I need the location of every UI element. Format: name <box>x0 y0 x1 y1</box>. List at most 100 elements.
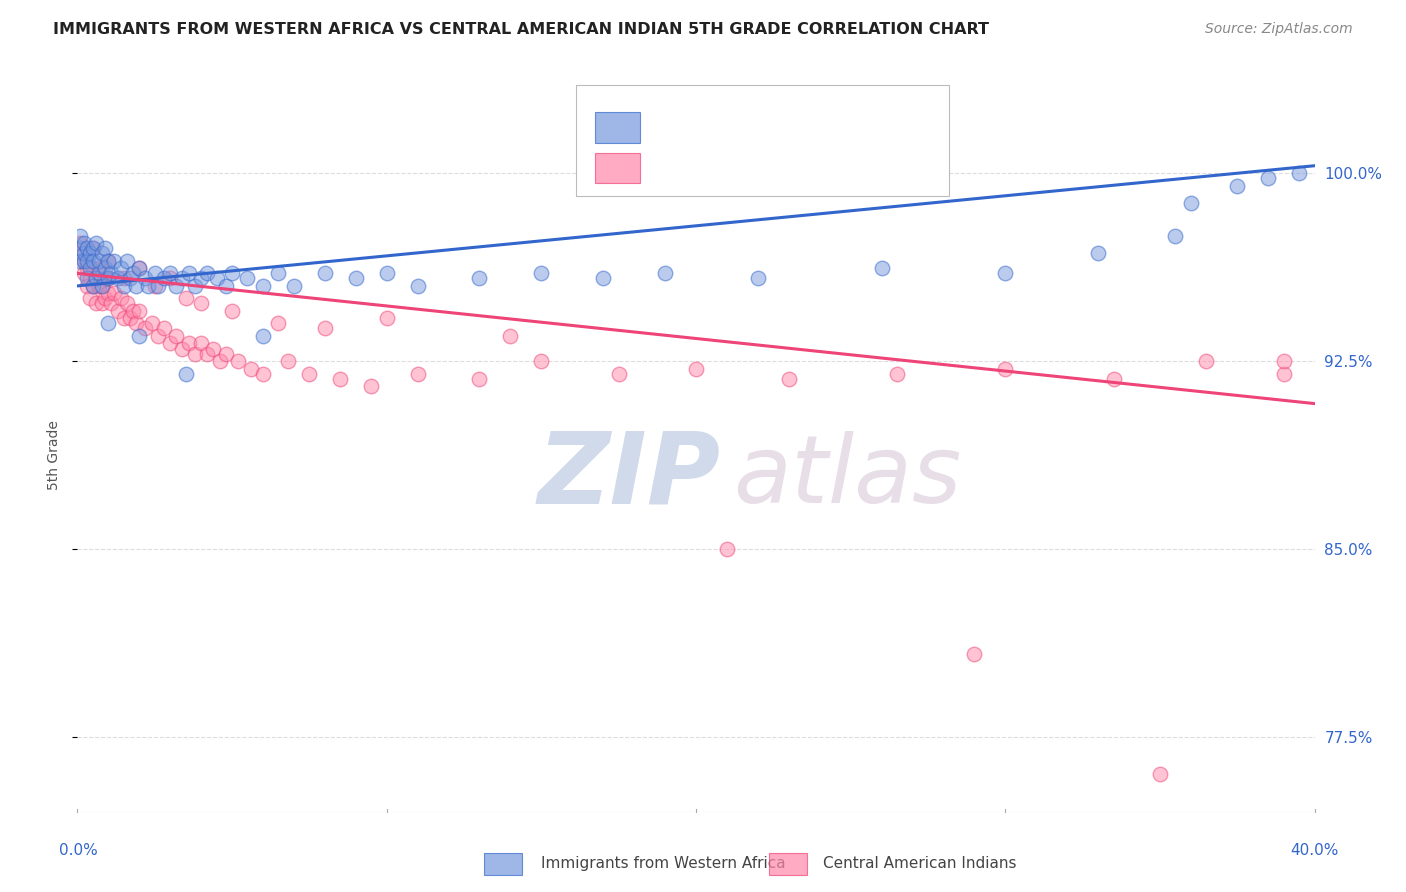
Point <box>1195 354 1218 368</box>
Point <box>195 266 218 280</box>
Point <box>747 271 769 285</box>
Text: 40.0%: 40.0% <box>1291 843 1339 858</box>
Point <box>112 311 135 326</box>
Point <box>97 317 120 331</box>
Point <box>128 329 150 343</box>
Point <box>195 346 218 360</box>
Point <box>87 261 110 276</box>
Point <box>1288 166 1310 180</box>
Point <box>84 296 107 310</box>
Point <box>215 279 238 293</box>
Point <box>298 367 321 381</box>
Point <box>184 346 207 360</box>
Point <box>360 379 382 393</box>
Point <box>375 266 398 280</box>
Point <box>76 271 98 285</box>
Point <box>1257 171 1279 186</box>
Point <box>153 271 176 285</box>
Point <box>122 304 145 318</box>
Point <box>208 354 231 368</box>
Point <box>91 246 114 260</box>
Point <box>146 329 169 343</box>
Point <box>125 279 148 293</box>
Text: R =: R = <box>651 159 685 177</box>
Point <box>267 266 290 280</box>
Point <box>375 311 398 326</box>
Text: Central American Indians: Central American Indians <box>823 856 1017 871</box>
Point <box>72 236 94 251</box>
Point <box>110 292 132 306</box>
Point <box>72 253 94 268</box>
Point <box>963 647 986 661</box>
Point <box>69 241 91 255</box>
Point <box>76 279 98 293</box>
Point <box>146 279 169 293</box>
Point <box>82 241 104 255</box>
Point <box>97 253 120 268</box>
Point <box>69 236 91 251</box>
Point <box>406 279 429 293</box>
Point <box>91 279 114 293</box>
Text: -0.301: -0.301 <box>696 158 765 178</box>
Point <box>115 296 138 310</box>
Point <box>870 261 893 276</box>
Point <box>72 253 94 268</box>
Point <box>103 253 125 268</box>
Point <box>87 266 110 280</box>
Point <box>128 261 150 276</box>
Point <box>79 271 101 285</box>
Point <box>344 271 367 285</box>
Point <box>267 317 290 331</box>
Point <box>886 367 908 381</box>
Point <box>252 329 274 343</box>
Point <box>128 261 150 276</box>
Point <box>1180 196 1202 211</box>
Text: 0.0%: 0.0% <box>59 843 98 858</box>
Text: Immigrants from Western Africa: Immigrants from Western Africa <box>541 856 786 871</box>
Point <box>1102 371 1125 385</box>
Point <box>112 279 135 293</box>
Point <box>115 253 138 268</box>
Point <box>190 336 212 351</box>
Point <box>221 304 243 318</box>
Point <box>174 292 197 306</box>
Point <box>283 279 305 293</box>
Point <box>202 342 225 356</box>
Point <box>592 271 614 285</box>
Point <box>172 342 194 356</box>
Point <box>205 271 228 285</box>
Point <box>530 266 553 280</box>
Point <box>97 286 120 301</box>
Point <box>87 279 110 293</box>
Point <box>125 317 148 331</box>
Point <box>226 354 249 368</box>
Point <box>69 246 91 260</box>
Point <box>134 321 156 335</box>
Point <box>277 354 299 368</box>
Point <box>112 271 135 285</box>
Point <box>236 271 259 285</box>
Point <box>159 266 181 280</box>
Point <box>1149 767 1171 781</box>
Point <box>87 253 110 268</box>
Point <box>97 271 120 285</box>
Point <box>165 279 187 293</box>
Text: Source: ZipAtlas.com: Source: ZipAtlas.com <box>1205 22 1353 37</box>
Point <box>174 367 197 381</box>
Text: R =: R = <box>651 118 685 136</box>
Point <box>159 336 181 351</box>
Point <box>778 371 800 385</box>
Point <box>76 253 98 268</box>
Point <box>190 271 212 285</box>
Point <box>69 228 91 243</box>
Point <box>94 241 117 255</box>
Point <box>118 311 141 326</box>
Point <box>84 271 107 285</box>
Point <box>252 367 274 381</box>
Point <box>994 266 1017 280</box>
Text: 0.266: 0.266 <box>696 117 765 136</box>
Point <box>1164 228 1187 243</box>
Point <box>530 354 553 368</box>
Point <box>1226 178 1249 193</box>
Point <box>215 346 238 360</box>
